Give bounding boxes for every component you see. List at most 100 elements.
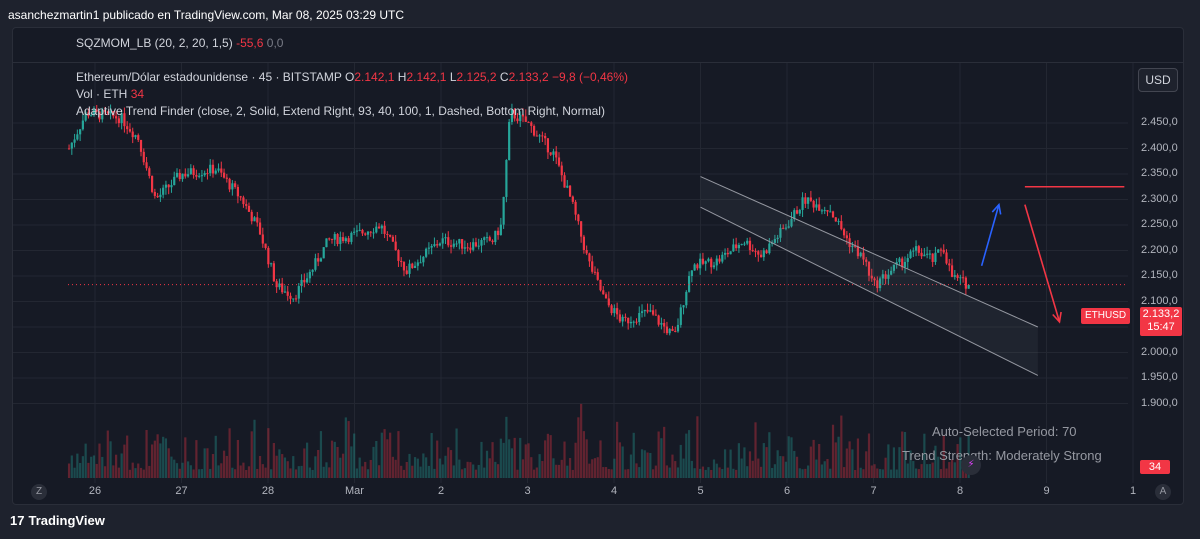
volume-bar [200,469,204,478]
up-arrow-head [991,202,1002,215]
volume-bar [854,469,857,478]
volume-bar [115,454,118,478]
candle-body [624,316,627,318]
volume-bar [148,465,151,478]
volume-bar [588,463,591,478]
candle-body [618,314,621,322]
volume-bar [375,440,378,478]
price-chart[interactable] [13,28,1183,504]
candle-body [917,246,920,253]
candle-body [270,263,273,265]
volume-bar [939,469,943,478]
candle-body [737,245,741,249]
candle-body [928,253,931,255]
candle-body [782,227,785,229]
y-tick-label: 2.250,0 [1141,218,1178,230]
candle-body [549,152,552,155]
volume-bar [629,454,633,478]
up-arrow [980,204,1000,267]
volume-bar [178,468,181,478]
volume-bar [142,469,145,478]
candle-body [508,122,511,161]
y-tick-label: 2.400,0 [1141,141,1178,154]
volume-bar [654,465,657,478]
candle-body [380,225,383,229]
chart-frame[interactable]: SQZMOM_LB (20, 2, 20, 1,5) -55,6 0,0 Eth… [12,27,1184,505]
candle-body [353,231,356,233]
auto-scale-button[interactable]: A [1155,484,1171,500]
candle-body [245,204,248,206]
candle-body [449,245,453,247]
bar-countdown: 15:47 [1147,321,1175,333]
volume-bar [757,458,760,478]
candle-body [95,109,98,112]
volume-bar [355,468,359,478]
lightning-icon[interactable]: ⚡ [961,455,981,475]
volume-bar [483,467,486,478]
currency-button[interactable]: USD [1138,68,1178,92]
candle-body [247,205,251,212]
candle-body [209,164,212,174]
volume-bar [211,454,215,478]
volume-bar [496,464,500,478]
volume-bar [480,441,483,478]
volume-bar [366,469,370,478]
volume-bar [361,466,364,478]
volume-bar [452,465,455,478]
candle-body [854,245,857,247]
candle-body [890,270,893,275]
volume-bar [735,469,738,478]
candle-body [84,112,87,121]
candle-body [942,249,945,253]
volume-bar [527,443,530,478]
volume-label: Vol · ETH [76,87,128,101]
candle-body [876,280,879,289]
candle-body [685,291,688,306]
volume-bar [704,469,707,478]
volume-bar [377,465,381,478]
candle-body [366,231,370,235]
volume-bar [317,449,320,478]
atf-legend: Adaptive Trend Finder (close, 2, Solid, … [76,104,605,118]
volume-bar [391,456,395,478]
trend-strength-label: Trend Strength: Moderately Strong [902,448,1102,463]
volume-bar [823,461,826,478]
candle-body [704,261,707,264]
candle-body [530,122,533,126]
candle-body [541,135,544,137]
candle-body [297,286,300,299]
candle-body [926,253,929,255]
volume-bar [394,459,397,478]
candle-body [483,237,486,241]
volume-bar [247,466,251,478]
candle-body [956,275,959,278]
candle-body [674,330,677,332]
volume-bar [488,458,491,478]
candle-body [198,175,201,177]
candle-body [560,165,563,176]
candle-body [759,254,763,258]
zoom-button[interactable]: Z [31,484,47,500]
candle-body [726,252,729,255]
candle-body [557,157,561,166]
volume-bar [258,455,262,478]
candle-body [820,210,824,212]
volume-bar [950,459,954,478]
y-tick-label: 1.950,0 [1141,371,1178,383]
candle-body [300,279,303,287]
volume-bar [729,449,732,478]
volume-bar [591,459,594,478]
volume-bar [253,419,256,478]
candle-body [732,244,735,252]
volume-bar [189,465,192,478]
volume-bar [632,432,635,478]
candle-body [81,120,84,130]
candle-body [308,271,311,279]
volume-bar [599,440,602,478]
candle-body [826,210,829,212]
volume-bar [472,464,475,478]
volume-bar [297,466,300,478]
y-tick-label: 2.150,0 [1141,269,1178,281]
volume-bar [425,457,428,478]
volume-bar [198,469,201,478]
